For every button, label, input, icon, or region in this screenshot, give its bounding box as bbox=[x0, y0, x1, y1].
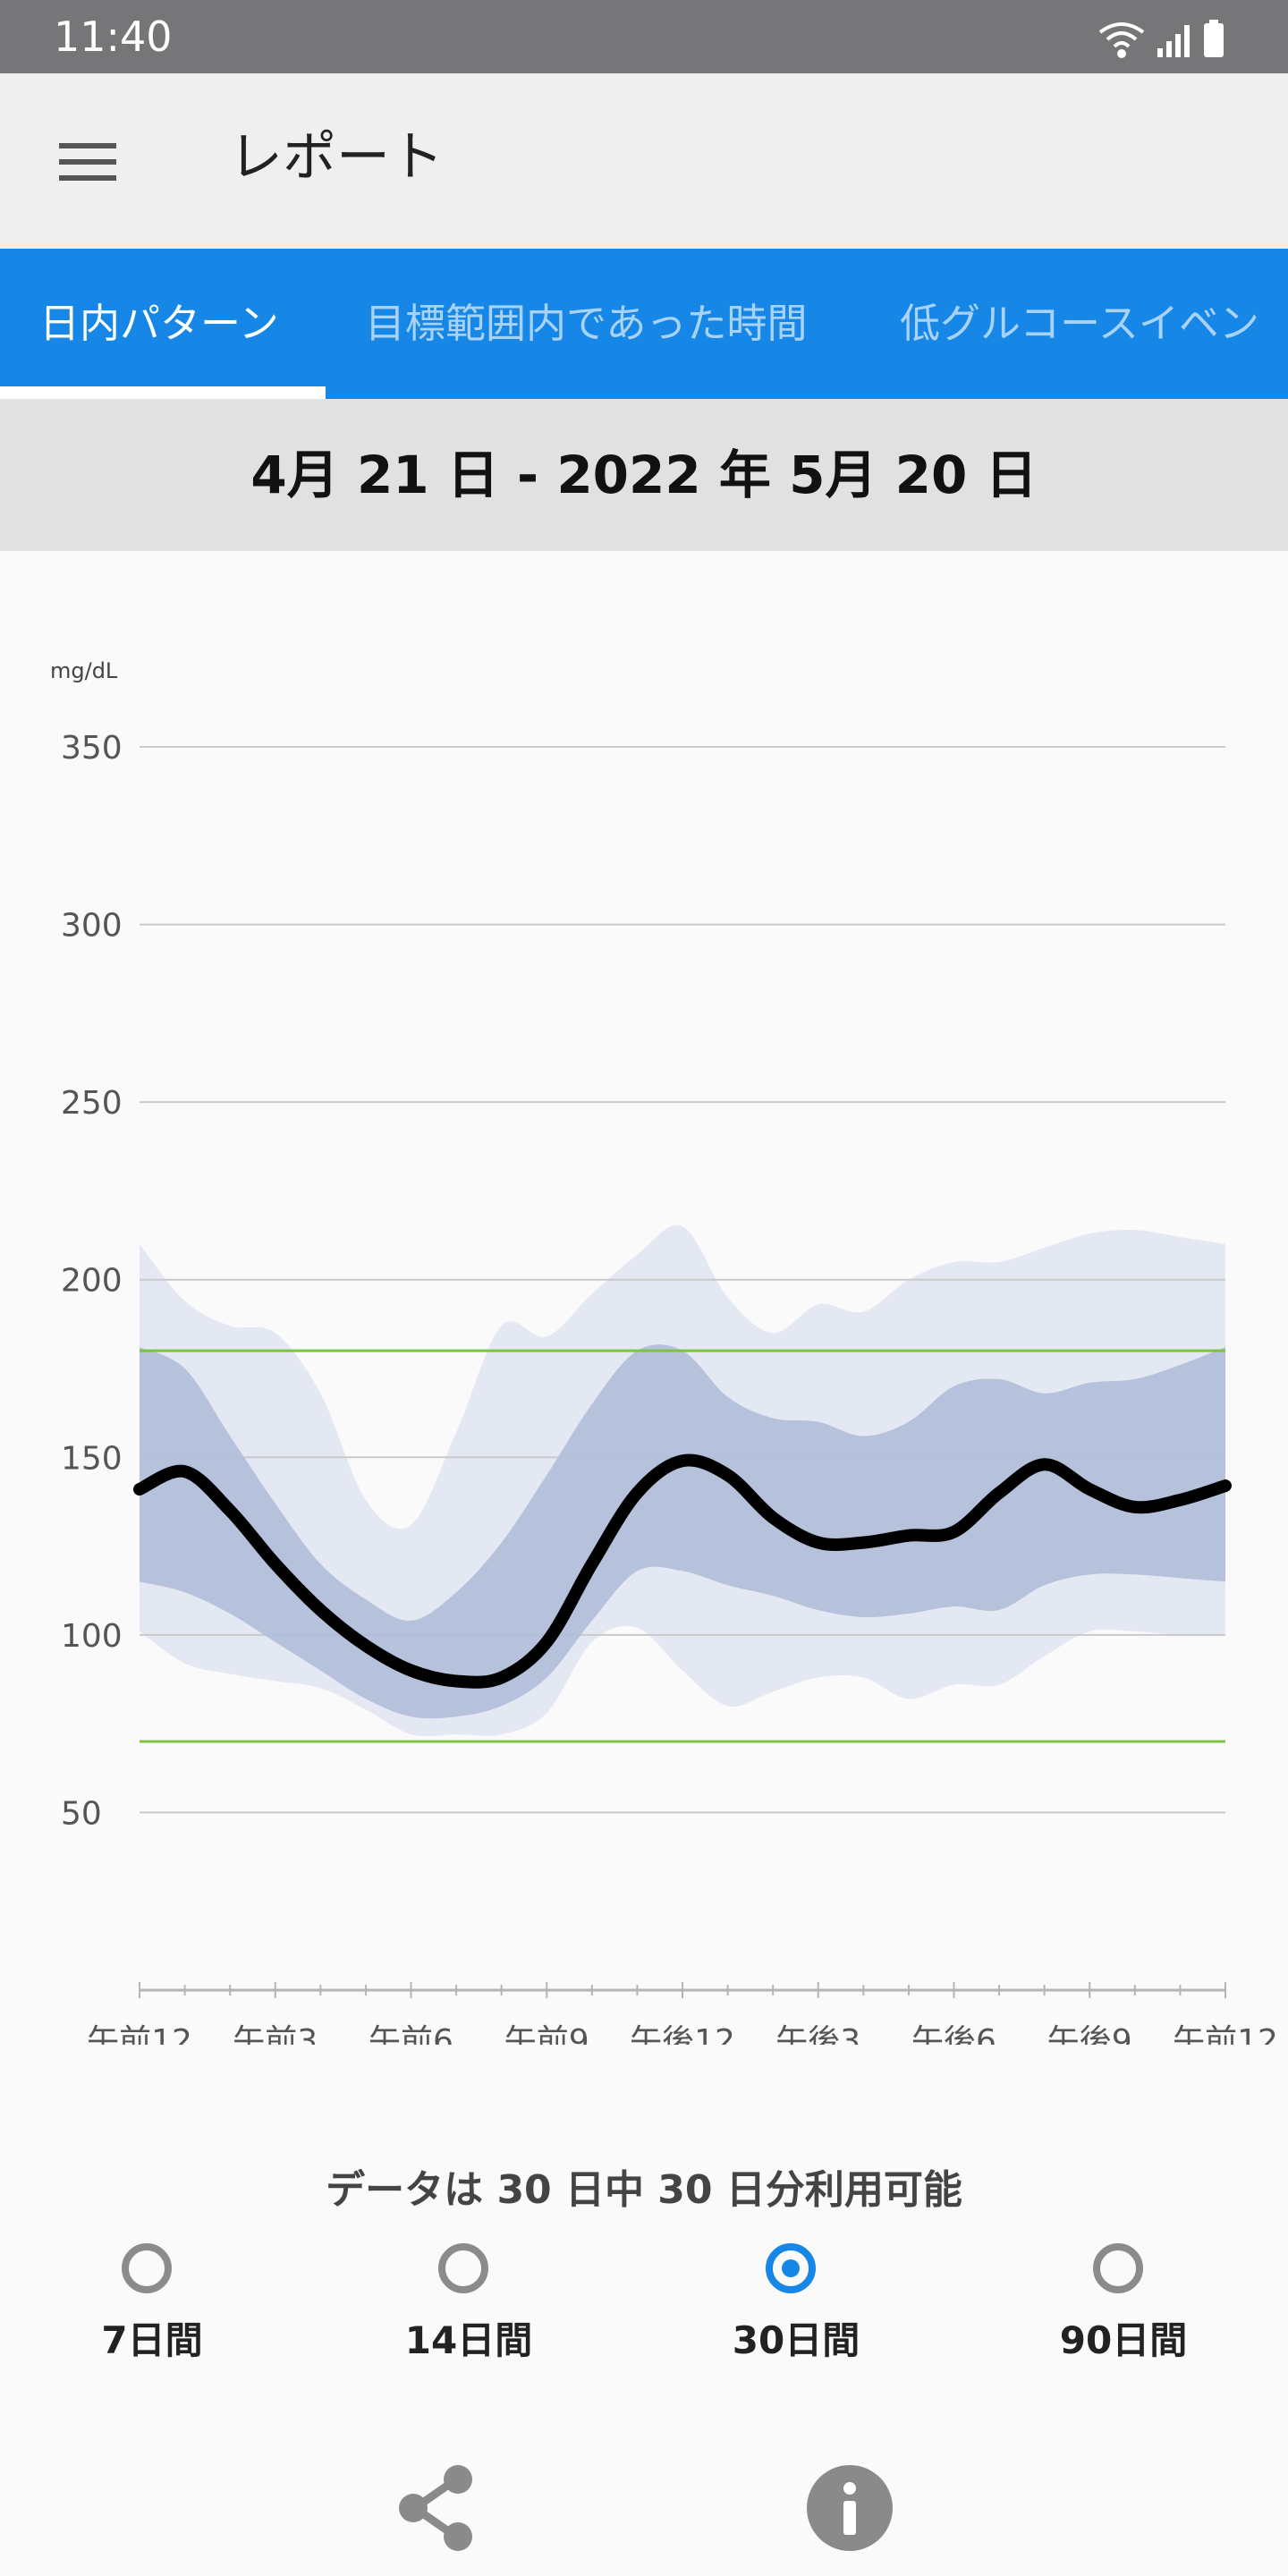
period-option-90-days[interactable]: 90日間 bbox=[1007, 2236, 1240, 2370]
period-option-7-days[interactable]: 7日間 bbox=[36, 2236, 268, 2370]
radio-selected-dot bbox=[782, 2259, 800, 2277]
x-tick-label: 午前6 bbox=[369, 2023, 453, 2045]
share-button[interactable] bbox=[390, 2462, 483, 2555]
x-tick-label: 午後6 bbox=[911, 2023, 996, 2045]
x-tick-label: 午前12 bbox=[1173, 2023, 1278, 2045]
y-tick-label: 50 bbox=[61, 1795, 102, 1832]
y-tick-label: 250 bbox=[61, 1085, 123, 1122]
chart-svg: mg/dL 350 300 250 200 150 100 50 午前12 午前3 午前6 午前9 午… bbox=[50, 658, 1278, 2060]
x-tick-label: 午後9 bbox=[1047, 2023, 1132, 2045]
y-tick-label: 200 bbox=[61, 1263, 123, 1300]
x-tick-label: 午後3 bbox=[775, 2023, 860, 2045]
app-bar: レポート bbox=[0, 73, 1288, 249]
y-tick-label: 350 bbox=[61, 730, 123, 767]
signal-icon bbox=[1157, 25, 1190, 57]
median-line bbox=[133, 1453, 1232, 1689]
info-button[interactable] bbox=[803, 2462, 896, 2555]
radio-button[interactable] bbox=[766, 2243, 816, 2293]
y-tick-label: 300 bbox=[61, 908, 123, 945]
share-icon bbox=[399, 2465, 472, 2551]
period-label: 90日間 bbox=[1059, 2318, 1188, 2362]
page-title: レポート bbox=[229, 126, 444, 189]
daily-pattern-chart: mg/dL 350 300 250 200 150 100 50 午前12 午前3 午前6 午前9 午… bbox=[0, 551, 1288, 2060]
period-option-14-days[interactable]: 14日間 bbox=[352, 2236, 585, 2370]
active-tab-indicator bbox=[0, 386, 326, 399]
period-option-30-days[interactable]: 30日間 bbox=[680, 2236, 912, 2370]
battery-icon bbox=[1204, 20, 1224, 57]
data-availability-text: データは 30 日中 30 日分利用可能 bbox=[326, 2167, 962, 2213]
tab-time-in-range[interactable]: 目標範囲内であった時間 bbox=[365, 300, 808, 347]
tab-daily-pattern[interactable]: 日内パターン bbox=[39, 300, 279, 347]
menu-button[interactable] bbox=[52, 132, 123, 191]
x-tick-label: 午前9 bbox=[504, 2023, 589, 2045]
tab-bar: 日内パターン 目標範囲内であった時間 低グルコースイベン bbox=[0, 249, 1288, 399]
info-icon bbox=[807, 2465, 893, 2551]
hamburger-menu-icon bbox=[59, 143, 116, 181]
percentile-band-25-75 bbox=[140, 1344, 1225, 1719]
date-range-band: 4月 21 日 - 2022 年 5月 20 日 bbox=[0, 399, 1288, 551]
wifi-icon bbox=[1098, 22, 1145, 58]
period-label: 7日間 bbox=[101, 2318, 203, 2362]
period-label: 30日間 bbox=[732, 2318, 860, 2362]
x-tick-label: 午前3 bbox=[233, 2023, 318, 2045]
chart-unit-label: mg/dL bbox=[50, 658, 118, 683]
radio-button[interactable] bbox=[438, 2243, 488, 2293]
period-label: 14日間 bbox=[404, 2318, 533, 2362]
radio-button[interactable] bbox=[1093, 2243, 1143, 2293]
status-bar: 11:40 bbox=[0, 0, 1288, 73]
radio-button[interactable] bbox=[122, 2243, 172, 2293]
y-tick-label: 100 bbox=[61, 1618, 123, 1655]
status-time: 11:40 bbox=[54, 13, 173, 61]
y-tick-label: 150 bbox=[61, 1440, 123, 1477]
x-tick-label: 午後12 bbox=[630, 2023, 735, 2045]
status-icons bbox=[1098, 18, 1241, 59]
x-tick-label: 午前12 bbox=[87, 2023, 192, 2045]
tab-low-glucose-events[interactable]: 低グルコースイベン bbox=[900, 300, 1259, 347]
date-range: 4月 21 日 - 2022 年 5月 20 日 bbox=[250, 445, 1038, 505]
